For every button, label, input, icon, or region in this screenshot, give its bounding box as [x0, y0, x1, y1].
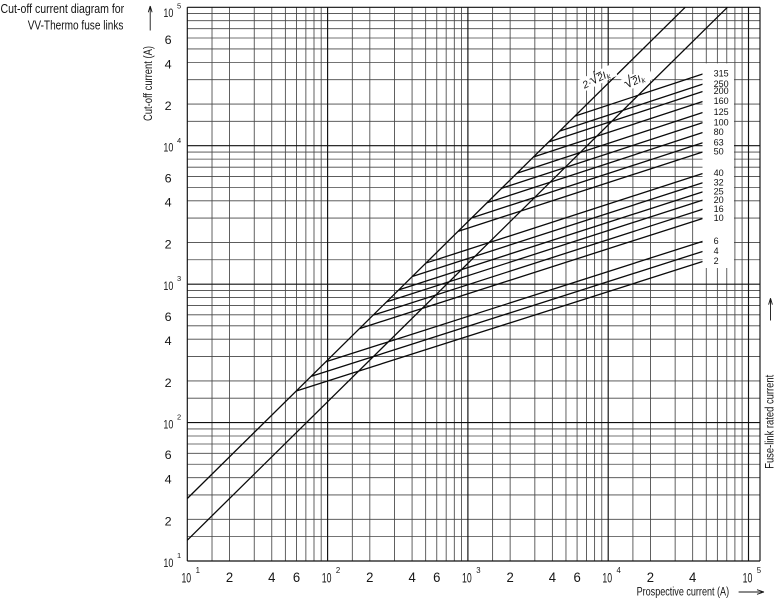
svg-text:5: 5 — [177, 1, 181, 10]
svg-text:6: 6 — [165, 171, 172, 185]
svg-text:Fuse-link rated current: Fuse-link rated current — [762, 374, 776, 468]
svg-text:4: 4 — [268, 569, 275, 585]
svg-text:4: 4 — [617, 566, 622, 575]
svg-text:4: 4 — [408, 569, 415, 585]
svg-text:160: 160 — [714, 96, 729, 106]
svg-text:1: 1 — [196, 566, 200, 575]
svg-text:4: 4 — [165, 473, 172, 487]
svg-text:2: 2 — [366, 569, 373, 585]
svg-text:Prospective current (A): Prospective current (A) — [637, 585, 730, 599]
svg-text:10: 10 — [462, 569, 472, 585]
svg-text:80: 80 — [714, 127, 724, 137]
svg-text:2: 2 — [226, 569, 233, 585]
svg-text:2: 2 — [506, 569, 513, 585]
svg-text:4: 4 — [549, 569, 556, 585]
svg-text:VV-Thermo fuse links: VV-Thermo fuse links — [28, 18, 124, 32]
svg-text:50: 50 — [714, 147, 724, 157]
svg-text:4: 4 — [714, 246, 719, 256]
svg-text:5: 5 — [757, 566, 762, 575]
svg-text:315: 315 — [714, 69, 729, 79]
svg-text:k: k — [605, 72, 613, 82]
svg-text:2: 2 — [165, 237, 172, 251]
svg-text:Cut-off current (A): Cut-off current (A) — [141, 46, 155, 121]
svg-text:2: 2 — [165, 376, 172, 390]
svg-text:4: 4 — [689, 569, 696, 585]
svg-text:10: 10 — [602, 569, 612, 585]
svg-text:16: 16 — [714, 204, 724, 214]
svg-text:200: 200 — [714, 86, 729, 96]
svg-text:3: 3 — [476, 566, 480, 575]
svg-text:4: 4 — [165, 57, 172, 71]
svg-text:2I: 2I — [630, 74, 643, 88]
svg-text:10: 10 — [163, 418, 173, 432]
svg-text:2·: 2· — [580, 78, 594, 92]
svg-text:1: 1 — [177, 551, 181, 560]
svg-text:6: 6 — [165, 33, 172, 47]
svg-text:4: 4 — [177, 136, 181, 145]
svg-text:10: 10 — [163, 6, 173, 20]
svg-text:6: 6 — [714, 236, 719, 246]
svg-text:10: 10 — [322, 569, 332, 585]
svg-text:4: 4 — [165, 196, 172, 210]
svg-text:125: 125 — [714, 107, 729, 117]
svg-text:6: 6 — [165, 448, 172, 462]
svg-text:2: 2 — [177, 413, 181, 422]
svg-text:10: 10 — [163, 279, 173, 293]
svg-text:2: 2 — [714, 256, 719, 266]
svg-text:10: 10 — [163, 556, 173, 570]
svg-text:32: 32 — [714, 177, 724, 187]
svg-text:2I: 2I — [595, 71, 609, 85]
svg-text:10: 10 — [743, 569, 753, 585]
svg-text:4: 4 — [165, 334, 172, 348]
svg-text:2: 2 — [165, 99, 172, 113]
svg-text:10: 10 — [714, 213, 724, 223]
svg-text:2: 2 — [336, 566, 340, 575]
svg-text:10: 10 — [163, 141, 173, 155]
svg-text:6: 6 — [573, 569, 580, 585]
svg-text:10: 10 — [181, 569, 191, 585]
svg-text:2: 2 — [165, 514, 172, 528]
svg-text:2: 2 — [647, 569, 654, 585]
svg-text:3: 3 — [177, 274, 181, 283]
svg-text:100: 100 — [714, 117, 729, 127]
svg-text:20: 20 — [714, 195, 724, 205]
svg-text:Cut-off current diagram for: Cut-off current diagram for — [1, 2, 125, 16]
svg-text:6: 6 — [433, 569, 440, 585]
svg-text:6: 6 — [165, 310, 172, 324]
svg-text:k: k — [640, 75, 647, 85]
svg-text:25: 25 — [714, 187, 724, 197]
svg-text:6: 6 — [293, 569, 300, 585]
svg-text:40: 40 — [714, 168, 724, 178]
svg-text:63: 63 — [714, 137, 724, 147]
svg-text:250: 250 — [714, 79, 729, 89]
